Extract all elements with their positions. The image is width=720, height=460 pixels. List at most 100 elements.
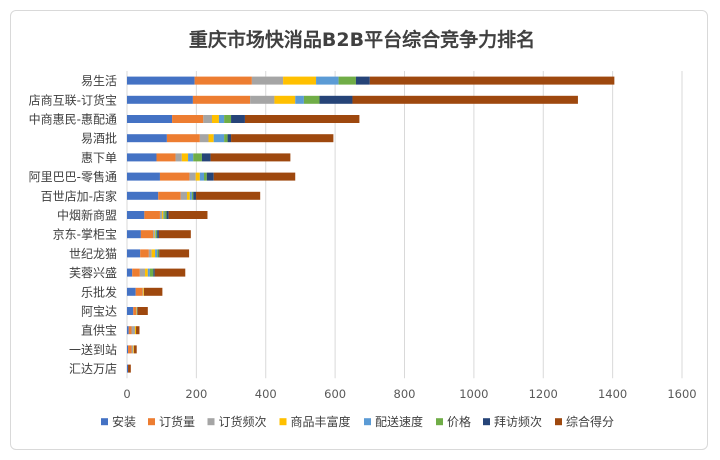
bar-segment	[352, 95, 578, 104]
bar-segment	[153, 230, 155, 239]
legend-label: 价格	[447, 414, 471, 429]
legend-label: 商品丰富度	[291, 414, 351, 429]
bar-segment	[193, 191, 197, 200]
bar-segment	[208, 134, 214, 143]
bar-segment	[140, 249, 149, 258]
bar-segment	[188, 153, 194, 162]
bar-segment	[127, 326, 129, 335]
bar-segment	[250, 95, 275, 104]
bar-segment	[187, 191, 190, 200]
legend-swatch	[101, 418, 108, 426]
legend-label: 安装	[112, 414, 136, 429]
category-label: 阿里巴巴-零售通	[29, 169, 117, 184]
bar-segment	[196, 191, 261, 200]
bar-segment	[140, 230, 154, 239]
bar-segment	[148, 249, 152, 258]
bar-segment	[139, 268, 146, 277]
bar-segment	[127, 153, 157, 162]
category-label: 易酒批	[81, 131, 117, 146]
category-label: 汇达万店	[69, 362, 117, 376]
bar-segment	[149, 268, 154, 277]
legend-label: 订货频次	[219, 414, 267, 429]
bar-segment	[211, 115, 219, 123]
bar-segment	[295, 95, 304, 104]
bar-segment	[158, 191, 181, 200]
x-tick-label: 800	[394, 387, 416, 401]
x-tick-labels: 0 200 400 600 800 1000 1200 1400 1600	[123, 387, 696, 401]
bar-segment	[203, 115, 212, 123]
bar-segment	[127, 191, 159, 200]
bar-segment	[127, 230, 141, 239]
bar-segment	[192, 95, 251, 104]
x-tick-label: 400	[255, 387, 277, 401]
bar-segment	[137, 307, 148, 315]
chart-title: 重庆市场快消品B2B平台综合竞争力排名	[189, 28, 535, 51]
bar-segment	[127, 287, 136, 296]
category-label: 乐批发	[81, 284, 117, 299]
bar-segment	[127, 364, 129, 373]
category-label: 直供宝	[81, 324, 117, 338]
bar-segment	[231, 134, 334, 143]
bar-segment	[127, 268, 133, 277]
bar-segment	[166, 134, 200, 143]
bar-segment	[127, 134, 167, 143]
bar-segment	[175, 153, 182, 162]
bar-segment	[155, 230, 158, 239]
category-label: 百世店加-店家	[41, 188, 117, 203]
bar-segment	[128, 326, 132, 335]
bar-segment	[136, 307, 137, 315]
legend-label: 综合得分	[566, 414, 614, 429]
bar-segment	[206, 172, 214, 181]
bar-segment	[131, 326, 135, 335]
bar-segment	[136, 326, 140, 335]
bar-segment	[194, 76, 252, 85]
bar-segment	[199, 134, 209, 143]
bar-segment	[127, 172, 160, 181]
bar-segment	[204, 172, 207, 181]
bar-segment	[154, 230, 156, 239]
bar-segment	[127, 307, 134, 315]
x-tick-label: 1000	[459, 387, 488, 401]
legend-swatch	[364, 418, 371, 426]
bar-segment	[199, 172, 205, 181]
bar-segment	[244, 115, 360, 123]
category-label: 阿宝达	[81, 305, 117, 319]
category-label: 易生活	[81, 74, 117, 88]
bar-segment	[213, 134, 225, 143]
bar-segment	[136, 307, 138, 315]
bar-segment	[155, 230, 156, 239]
bar-segment	[355, 76, 370, 85]
bar-segment	[127, 76, 195, 85]
bar-segment	[189, 172, 196, 181]
legend-label: 配送速度	[375, 414, 423, 429]
bar-segment	[316, 76, 339, 85]
category-label: 一送到站	[69, 342, 117, 357]
bar-segment	[251, 76, 284, 85]
category-label: 惠下单	[81, 151, 117, 165]
category-label: 芙蓉兴盛	[69, 265, 117, 280]
bar-segment	[201, 153, 211, 162]
bar-segment	[224, 115, 232, 123]
category-label: 店商互联-订货宝	[29, 92, 117, 107]
bar-segment	[172, 115, 204, 123]
category-labels: 易生活店商互联-订货宝中商惠民-惠配通易酒批惠下单阿里巴巴-零售通百世店加-店家…	[29, 74, 117, 376]
bar-segment	[181, 153, 189, 162]
legend-label: 订货量	[159, 414, 195, 429]
bar-segment	[164, 211, 167, 219]
bar-segment	[224, 134, 228, 143]
bar-segment	[166, 211, 169, 219]
x-tick-label: 200	[185, 387, 207, 401]
bar-segment	[193, 153, 202, 162]
bar-segment	[133, 307, 137, 315]
bar-segment	[155, 249, 158, 258]
legend-swatch	[436, 418, 443, 426]
bar-segment	[283, 76, 317, 85]
bar-segment	[227, 134, 232, 143]
bar-segment	[303, 95, 320, 104]
bar-segment	[157, 249, 159, 258]
legend-swatch	[148, 418, 155, 426]
x-tick-label: 600	[324, 387, 346, 401]
x-tick-label: 0	[123, 387, 130, 401]
bar-segment	[134, 326, 137, 335]
bar-segment	[168, 211, 208, 219]
